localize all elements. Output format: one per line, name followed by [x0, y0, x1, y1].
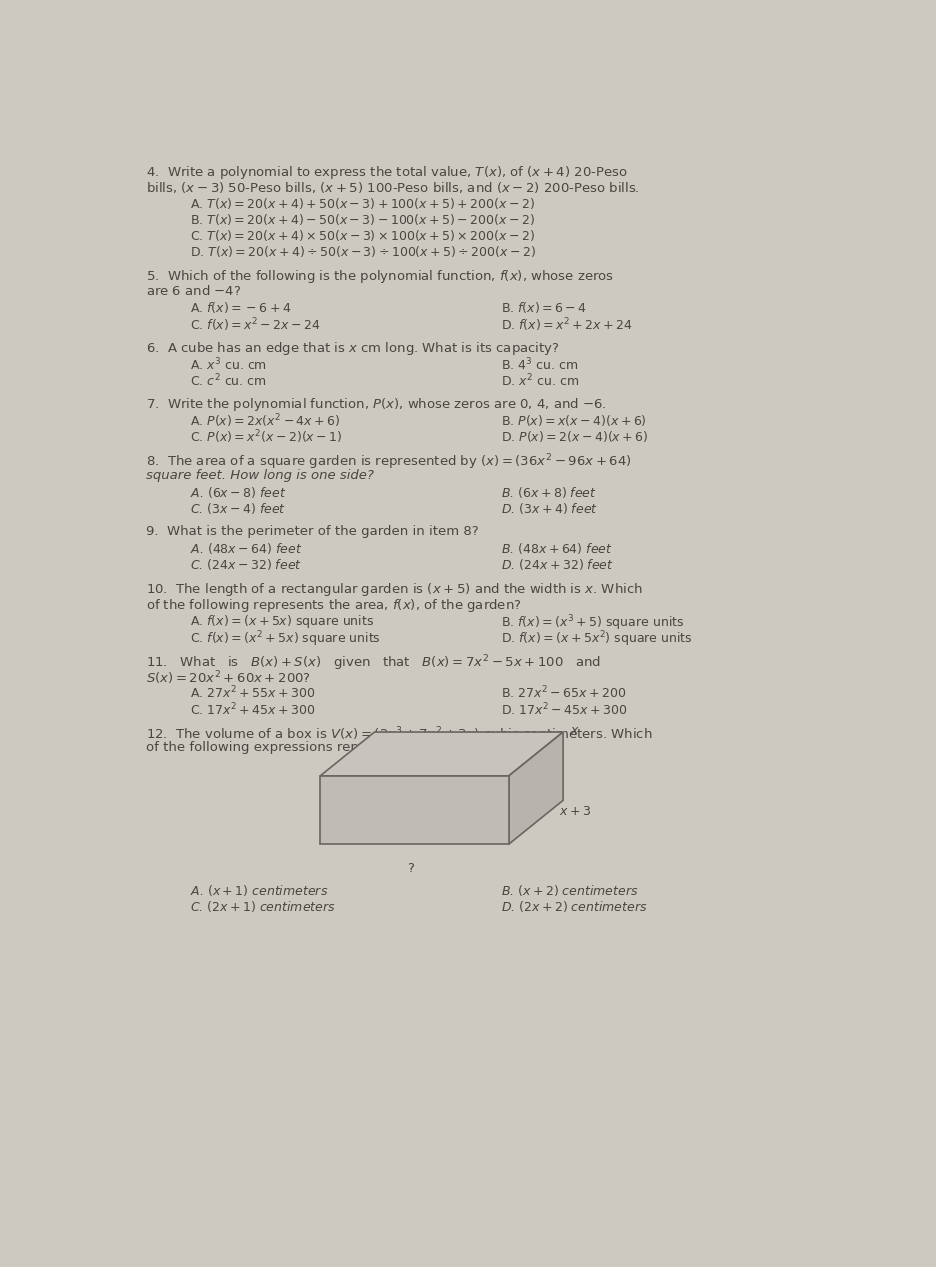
Text: 12.  The volume of a box is $V(x) = (2x^3 + 7x^2 + 3x)$ cubic centimeters. Which: 12. The volume of a box is $V(x) = (2x^3…	[146, 725, 652, 742]
Text: A. $f(x) = (x+5x)$ square units: A. $f(x) = (x+5x)$ square units	[190, 613, 373, 630]
Text: D. $17x^2 - 45x + 300$: D. $17x^2 - 45x + 300$	[502, 702, 628, 718]
Text: B. $27x^2 - 65x + 200$: B. $27x^2 - 65x + 200$	[502, 685, 627, 702]
Text: are 6 and $-4$?: are 6 and $-4$?	[146, 284, 241, 298]
Text: B. $(48x+64)$ feet: B. $(48x+64)$ feet	[502, 541, 613, 556]
Text: $S(x) = 20x^2 + 60x + 200$?: $S(x) = 20x^2 + 60x + 200$?	[146, 669, 311, 687]
Text: A. $27x^2 + 55x + 300$: A. $27x^2 + 55x + 300$	[190, 685, 314, 702]
Text: 8.  The area of a square garden is represented by $(x) = (36x^2 - 96x + 64)$: 8. The area of a square garden is repres…	[146, 452, 632, 473]
Text: $x+3$: $x+3$	[560, 806, 592, 818]
Text: D. $(3x+4)$ feet: D. $(3x+4)$ feet	[502, 500, 598, 516]
Text: C. $17x^2 + 45x + 300$: C. $17x^2 + 45x + 300$	[190, 702, 315, 718]
Text: B. $f(x) = 6-4$: B. $f(x) = 6-4$	[502, 300, 588, 315]
Text: A. $(48x-64)$ feet: A. $(48x-64)$ feet	[190, 541, 302, 556]
Text: of the following expressions represents its length?: of the following expressions represents …	[146, 741, 482, 754]
Text: D. $f(x) = x^2 + 2x + 24$: D. $f(x) = x^2 + 2x + 24$	[502, 317, 633, 334]
Text: C. $(24x-32)$ feet: C. $(24x-32)$ feet	[190, 557, 301, 571]
Text: D. $(24x+32)$ feet: D. $(24x+32)$ feet	[502, 557, 614, 571]
Text: D. $T(x) = 20(x+4) \div 50(x-3) \div 100(x+5) \div 200(x-2)$: D. $T(x) = 20(x+4) \div 50(x-3) \div 100…	[190, 245, 535, 260]
Text: ?: ?	[407, 862, 414, 874]
Polygon shape	[320, 775, 509, 844]
Text: C. $P(x) = x^2(x-2)(x-1)$: C. $P(x) = x^2(x-2)(x-1)$	[190, 428, 342, 446]
Polygon shape	[320, 732, 563, 775]
Text: C. $f(x) = (x^2+5x)$ square units: C. $f(x) = (x^2+5x)$ square units	[190, 630, 380, 649]
Text: A. $x^3$ cu. cm: A. $x^3$ cu. cm	[190, 356, 267, 372]
Text: B. $f(x) = (x^3+5)$ square units: B. $f(x) = (x^3+5)$ square units	[502, 613, 685, 632]
Text: B. $T(x) = 20(x+4) - 50(x-3) - 100(x+5) - 200(x-2)$: B. $T(x) = 20(x+4) - 50(x-3) - 100(x+5) …	[190, 212, 534, 227]
Text: B. $(6x+8)$ feet: B. $(6x+8)$ feet	[502, 485, 597, 499]
Text: D. $f(x) = (x+5x^2)$ square units: D. $f(x) = (x+5x^2)$ square units	[502, 630, 694, 649]
Text: bills, $(x-3)$ 50-Peso bills, $(x + 5)$ 100-Peso bills, and $(x-2)$ 200-Peso bil: bills, $(x-3)$ 50-Peso bills, $(x + 5)$ …	[146, 180, 639, 195]
Text: 9.  What is the perimeter of the garden in item 8?: 9. What is the perimeter of the garden i…	[146, 525, 478, 537]
Text: 6.  A cube has an edge that is $x$ cm long. What is its capacity?: 6. A cube has an edge that is $x$ cm lon…	[146, 341, 560, 357]
Text: D. $x^2$ cu. cm: D. $x^2$ cu. cm	[502, 372, 579, 389]
Text: C. $(3x-4)$ feet: C. $(3x-4)$ feet	[190, 500, 285, 516]
Text: 4.  Write a polynomial to express the total value, $T(x)$, of $(x + 4)$ 20-Peso: 4. Write a polynomial to express the tot…	[146, 163, 628, 181]
Text: D. $P(x) = 2(x-4)(x+6)$: D. $P(x) = 2(x-4)(x+6)$	[502, 428, 649, 443]
Text: A. $(x + 1)$ centimeters: A. $(x + 1)$ centimeters	[190, 883, 328, 898]
Polygon shape	[509, 732, 563, 844]
Text: B. $P(x) = x(x-4)(x+6)$: B. $P(x) = x(x-4)(x+6)$	[502, 413, 648, 427]
Text: D. $(2x + 2)$ centimeters: D. $(2x + 2)$ centimeters	[502, 900, 648, 915]
Text: C. $f(x) = x^2 - 2x - 24$: C. $f(x) = x^2 - 2x - 24$	[190, 317, 320, 334]
Text: 10.  The length of a rectangular garden is $(x + 5)$ and the width is $x$. Which: 10. The length of a rectangular garden i…	[146, 580, 643, 598]
Text: square feet. How long is one side?: square feet. How long is one side?	[146, 469, 373, 481]
Text: B. $(x + 2)$ centimeters: B. $(x + 2)$ centimeters	[502, 883, 639, 898]
Text: 11.   What   is   $B(x) + S(x)$   given   that   $B(x) = 7x^2 - 5x + 100$   and: 11. What is $B(x) + S(x)$ given that $B(…	[146, 653, 601, 673]
Text: A. $(6x-8)$ feet: A. $(6x-8)$ feet	[190, 485, 286, 499]
Text: C. $c^2$ cu. cm: C. $c^2$ cu. cm	[190, 372, 266, 389]
Text: A. $P(x) = 2x(x^2 - 4x + 6)$: A. $P(x) = 2x(x^2 - 4x + 6)$	[190, 413, 340, 430]
Text: C. $T(x) = 20(x+4) \times 50(x-3) \times 100(x+5) \times 200(x-2)$: C. $T(x) = 20(x+4) \times 50(x-3) \times…	[190, 228, 534, 243]
Text: 5.  Which of the following is the polynomial function, $f(x)$, whose zeros: 5. Which of the following is the polynom…	[146, 269, 614, 285]
Text: of the following represents the area, $f(x)$, of the garden?: of the following represents the area, $f…	[146, 597, 521, 614]
Text: B. $4^3$ cu. cm: B. $4^3$ cu. cm	[502, 356, 578, 372]
Text: 7.  Write the polynomial function, $P(x)$, whose zeros are 0, 4, and $-6$.: 7. Write the polynomial function, $P(x)$…	[146, 397, 607, 413]
Text: A. $T(x) = 20(x+4) + 50(x-3) + 100(x+5) + 200(x-2)$: A. $T(x) = 20(x+4) + 50(x-3) + 100(x+5) …	[190, 196, 534, 210]
Text: C. $(2x + 1)$ centimeters: C. $(2x + 1)$ centimeters	[190, 900, 335, 915]
Text: A. $f(x) = -6+4$: A. $f(x) = -6+4$	[190, 300, 291, 315]
Text: $x$: $x$	[570, 725, 580, 737]
